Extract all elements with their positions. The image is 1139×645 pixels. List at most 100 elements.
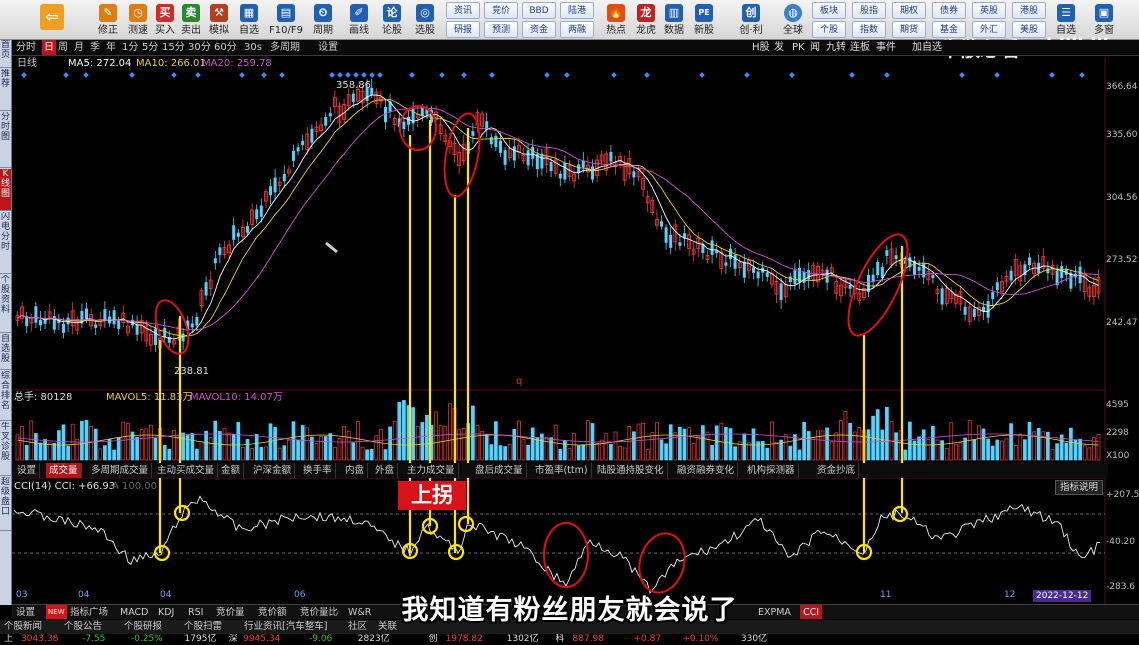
buy-button[interactable]: 买买入 — [152, 2, 178, 38]
sidebar-item-flash[interactable]: 闪电分时 — [0, 212, 11, 274]
top-tab-jiuzhuan[interactable]: 九转 — [826, 42, 846, 53]
top-tab-events[interactable]: 事件 — [876, 42, 896, 53]
simulate-button[interactable]: ⚒ 模拟 — [206, 2, 232, 38]
market-btn-indices[interactable]: 指数 — [852, 21, 886, 38]
back-button[interactable]: ⇦ — [38, 2, 66, 38]
bottom-tab-auction-ratio[interactable]: 竞价量比 — [300, 607, 339, 618]
grid-btn-hk-connect[interactable]: 陆港 — [560, 2, 594, 19]
news-link-research[interactable]: 个股研报 — [124, 621, 163, 632]
bottom-tab-macd[interactable]: MACD — [120, 607, 149, 618]
grid-btn-research[interactable]: 研报 — [446, 21, 480, 38]
data-button[interactable]: ▥ 数据 — [660, 2, 688, 38]
grid-btn-bbd[interactable]: BBD — [522, 2, 556, 19]
sell-button[interactable]: 卖卖出 — [178, 2, 204, 38]
toolbar-btn-1[interactable]: ◷ 测速 — [124, 2, 152, 38]
market-btn-bonds[interactable]: 债券 — [932, 2, 966, 19]
period-button[interactable]: ⏲ 周期 — [308, 2, 338, 38]
draw-line-button[interactable]: ✐ 画线 — [344, 2, 374, 38]
hot-button[interactable]: 🔥 热点 — [602, 2, 630, 38]
ind-tab-hk-holdings[interactable]: 陆股通持股变化 — [594, 463, 668, 478]
ind-tab-inst-detector[interactable]: 机构探测器 — [744, 463, 799, 478]
bottom-tab-expma[interactable]: EXPMA — [758, 607, 791, 618]
period-tab-month[interactable]: 月 — [74, 42, 84, 53]
sidebar-item-recommend[interactable]: 推荐 — [0, 69, 11, 111]
ind-tab-pe[interactable]: 市盈率(ttm) — [532, 463, 592, 478]
market-btn-funds[interactable]: 基金 — [932, 21, 966, 38]
market-btn-hk[interactable]: 港股 — [1012, 2, 1046, 19]
period-tab-30s[interactable]: 30s — [244, 42, 262, 53]
ind-tab-bottom-fishing[interactable]: 资金抄底 — [814, 463, 860, 478]
top-tab-fa[interactable]: 发 — [774, 42, 784, 53]
ind-tab-amount[interactable]: 金额 — [218, 463, 245, 478]
news-link-related[interactable]: 关联 — [378, 621, 398, 632]
ind-tab-turnover[interactable]: 换手率 — [300, 463, 336, 478]
market-btn-sector[interactable]: 板块 — [812, 2, 846, 19]
market-btn-options[interactable]: 期权 — [892, 2, 926, 19]
news-link-risk-scan[interactable]: 个股扫雷 — [184, 621, 223, 632]
period-tab-60m[interactable]: 60分 — [214, 42, 237, 53]
bottom-tab-rsi[interactable]: RSI — [188, 607, 204, 618]
ind-tab-margin[interactable]: 融资融券变化 — [674, 463, 739, 478]
chuang-button[interactable]: 创创·利 — [734, 2, 768, 38]
market-btn-forex[interactable]: 外汇 — [972, 21, 1006, 38]
discuss-button[interactable]: 论论股 — [378, 2, 406, 38]
top-tab-wen[interactable]: 闻 — [810, 42, 820, 53]
grid-btn-funds[interactable]: 资金 — [522, 21, 556, 38]
news-link-industry[interactable]: 行业资讯[汽车整车] — [244, 621, 328, 632]
bottom-tab-cci[interactable]: CCI — [800, 605, 823, 619]
period-tab-year[interactable]: 年 — [106, 42, 116, 53]
market-btn-us[interactable]: 美股 — [1012, 21, 1046, 38]
grid-btn-auction[interactable]: 竞价 — [484, 2, 518, 19]
period-tab-5m[interactable]: 5分 — [142, 42, 159, 53]
news-link-announcements[interactable]: 个股公告 — [64, 621, 103, 632]
news-link-community[interactable]: 社区 — [348, 621, 368, 632]
period-tab-day[interactable]: 日 — [42, 40, 56, 55]
period-tab-multi[interactable]: 多周期 — [270, 42, 300, 53]
ind-tab-inner[interactable]: 内盘 — [342, 463, 369, 478]
bottom-tab-square[interactable]: 指标广场 — [70, 607, 109, 618]
period-tab-1m[interactable]: 1分 — [122, 42, 139, 53]
toolbar-btn-0[interactable]: ✎ 修正 — [94, 2, 122, 38]
top-tab-lianban[interactable]: 连板 — [850, 42, 870, 53]
custom-button[interactable]: ☰ 自选 — [1052, 2, 1080, 38]
stock-pick-button[interactable]: ◎ 选股 — [410, 2, 440, 38]
market-btn-futures[interactable]: 期货 — [892, 21, 926, 38]
sidebar-item-home[interactable]: 首页 — [0, 40, 11, 68]
market-btn-index[interactable]: 股指 — [852, 2, 886, 19]
ind-tab-settings[interactable]: 设置 — [14, 463, 41, 478]
bottom-tab-settings[interactable]: 设置 — [16, 607, 36, 618]
ind-tab-main-volume[interactable]: 主力成交量 — [404, 463, 459, 478]
period-tab-timeshare[interactable]: 分时 — [16, 42, 36, 53]
sidebar-item-orderbook[interactable]: 超级盘口 — [0, 477, 11, 531]
multi-window-button[interactable]: ▣ 多窗 — [1090, 2, 1118, 38]
add-watchlist-link[interactable]: 加自选 — [912, 42, 942, 53]
bottom-tab-auction-vol[interactable]: 竞价量 — [216, 607, 245, 618]
sidebar-item-ranking[interactable]: 综合排名 — [0, 371, 11, 421]
period-tab-week[interactable]: 周 — [58, 42, 68, 53]
sidebar-item-diagnosis[interactable]: 牛叉诊股 — [0, 422, 11, 476]
watchlist-button[interactable]: ▦ 自选 — [234, 2, 264, 38]
ind-tab-active-buy[interactable]: 主动买成交量 — [154, 463, 219, 478]
ind-tab-after-hours[interactable]: 盘后成交量 — [472, 463, 527, 478]
grid-btn-forecast[interactable]: 预测 — [484, 21, 518, 38]
ipo-button[interactable]: PE 新股 — [690, 2, 718, 38]
sidebar-item-kline[interactable]: K线图 — [0, 169, 11, 211]
ind-tab-volume[interactable]: 成交量 — [46, 463, 82, 478]
bottom-tab-kdj[interactable]: KDJ — [158, 607, 175, 618]
globe-button[interactable]: ◍ 全球 — [778, 2, 808, 38]
ind-tab-multi-volume[interactable]: 多周期成交量 — [88, 463, 153, 478]
dragon-tiger-button[interactable]: 龙龙虎 — [632, 2, 660, 38]
grid-btn-margin[interactable]: 两融 — [560, 21, 594, 38]
indicator-help-button[interactable]: 指标说明 — [1055, 480, 1104, 495]
sidebar-item-watchlist[interactable]: 自选股 — [0, 334, 11, 370]
bottom-tab-wr[interactable]: W&R — [348, 607, 372, 618]
market-btn-stock[interactable]: 个股 — [812, 21, 846, 38]
news-link-stock-news[interactable]: 个股新闻 — [4, 621, 43, 632]
period-tab-settings[interactable]: 设置 — [318, 42, 338, 53]
grid-btn-news[interactable]: 资讯 — [446, 2, 480, 19]
sidebar-item-timeshare[interactable]: 分时图 — [0, 112, 11, 168]
sidebar-item-profile[interactable]: 个股资料 — [0, 275, 11, 333]
ind-tab-hs-amount[interactable]: 沪深金额 — [250, 463, 296, 478]
period-tab-quarter[interactable]: 季 — [90, 42, 100, 53]
top-tab-pk[interactable]: PK — [792, 42, 805, 53]
